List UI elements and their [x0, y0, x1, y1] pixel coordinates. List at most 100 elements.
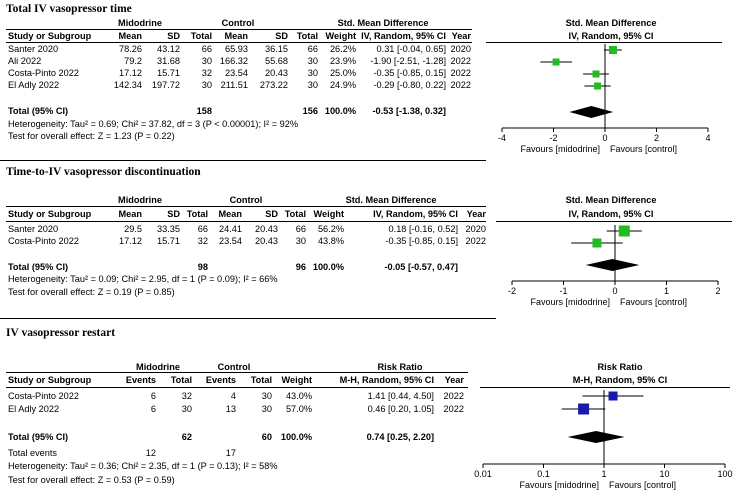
col-header-study: Study or Subgroup: [8, 209, 92, 219]
cell: 2022: [465, 236, 486, 246]
cell: 0.46 [0.20, 1.05]: [367, 404, 434, 414]
forest-plot-3: 0.01 0.1 1 10 100 Favours [midodrine] Favours …: [474, 390, 733, 490]
study-marker: [608, 391, 618, 401]
col-header-total: Total: [296, 31, 318, 41]
cell: 30: [261, 391, 272, 401]
cell: 23.9%: [329, 56, 356, 66]
x-tick-label: 2: [654, 133, 659, 143]
measure-header: Risk Ratio: [377, 362, 423, 372]
plot-method-header: M-H, Random, 95% CI: [572, 375, 668, 385]
study-name: Ali 2022: [8, 56, 42, 66]
x-tick-label: -4: [498, 133, 506, 143]
cell: 0.31 [-0.04, 0.65]: [376, 44, 446, 54]
plot-measure-header: Std. Mean Difference: [565, 195, 657, 205]
plot-measure-header: Risk Ratio: [597, 362, 643, 372]
x-tick-label: 4: [705, 133, 710, 143]
study-marker: [618, 225, 630, 237]
study-name: Costa-Pinto 2022: [8, 236, 79, 246]
cell: 66: [201, 44, 212, 54]
total-ci: -0.05 [-0.57, 0.47]: [384, 262, 458, 272]
cell: 2020: [465, 224, 486, 234]
cell: 79.2: [124, 56, 142, 66]
cell: 66: [307, 44, 318, 54]
favours-right-label: Favours [control]: [609, 480, 676, 490]
cell: 29.5: [124, 224, 142, 234]
col-header-weight: Weight: [281, 375, 312, 385]
favours-left-label: Favours [midodrine]: [530, 297, 610, 307]
total-ci: 0.74 [0.25, 2.20]: [366, 432, 434, 442]
cell: 43.0%: [285, 391, 312, 401]
cell: 166.32: [219, 56, 248, 66]
measure-header: Std. Mean Difference: [345, 195, 437, 205]
cell: 2022: [443, 404, 464, 414]
study-name: Costa-Pinto 2022: [8, 68, 79, 78]
study-marker: [608, 46, 617, 54]
favours-left-label: Favours [midodrine]: [519, 480, 599, 490]
study-marker: [578, 403, 590, 415]
col-header-mean: Mean: [224, 31, 249, 41]
cell: 33.35: [157, 224, 180, 234]
cell: 30: [307, 68, 318, 78]
study-marker: [552, 58, 560, 66]
group-header-control: Control: [217, 362, 251, 372]
cell: 20.43: [255, 224, 278, 234]
heterogeneity-text: Heterogeneity: Tau² = 0.69; Chi² = 37.82…: [8, 119, 299, 129]
plot-measure-header: Std. Mean Difference: [565, 18, 657, 28]
col-header-events: Events: [205, 375, 236, 385]
group-header-midodrine: Midodrine: [136, 362, 180, 372]
cell: 17.12: [119, 68, 142, 78]
total-n1: 98: [197, 262, 208, 272]
col-header-ci: IV, Random, 95% CI: [361, 31, 446, 41]
forest-plot-2: -2 -1 0 1 2 Favours [midodrine] Favours [contr…: [508, 225, 721, 307]
cell: 20.43: [265, 68, 288, 78]
cell: 6: [150, 404, 156, 414]
cell: 25.0%: [329, 68, 356, 78]
plot-method-header: IV, Random, 95% CI: [568, 209, 654, 219]
heterogeneity-text: Heterogeneity: Tau² = 0.09; Chi² = 2.95,…: [8, 274, 278, 284]
col-header-total: Total: [170, 375, 192, 385]
cell: 78.26: [119, 44, 142, 54]
col-header-total: Total: [250, 375, 272, 385]
cell: 43.8%: [317, 236, 344, 246]
col-header-study: Study or Subgroup: [8, 375, 92, 385]
section-title: IV vasopressor restart: [6, 327, 116, 339]
cell: 2020: [450, 44, 471, 54]
cell: 15.71: [157, 236, 180, 246]
cell: 4: [230, 391, 236, 401]
favours-left-label: Favours [midodrine]: [520, 144, 600, 154]
col-header-mean: Mean: [118, 209, 143, 219]
cell: 273.22: [259, 80, 288, 90]
cell: 2022: [450, 68, 471, 78]
total-weight: 100.0%: [280, 432, 312, 442]
col-header-ci: M-H, Random, 95% CI: [339, 375, 434, 385]
total-weight: 100.0%: [312, 262, 344, 272]
col-header-study: Study or Subgroup: [8, 31, 92, 41]
x-tick-label: 10: [659, 469, 669, 479]
cell: 13: [225, 404, 236, 414]
cell: -0.35 [-0.85, 0.15]: [385, 236, 458, 246]
total-n2: 60: [261, 432, 272, 442]
col-header-events: Events: [125, 375, 156, 385]
group-header-control: Control: [229, 195, 263, 205]
x-tick-label: 0.1: [537, 469, 550, 479]
total-n1: 158: [196, 106, 212, 116]
cell: 30: [181, 404, 192, 414]
cell: 6: [150, 391, 156, 401]
cell: 15.71: [157, 68, 180, 78]
pooled-diamond: [569, 106, 614, 118]
cell: 2022: [443, 391, 464, 401]
col-header-total: Total: [186, 209, 208, 219]
cell: 23.54: [219, 236, 242, 246]
study-marker: [594, 82, 602, 90]
measure-header: Std. Mean Difference: [337, 18, 429, 28]
cell: 2022: [450, 56, 471, 66]
pooled-diamond: [567, 431, 625, 443]
cell: 66: [295, 224, 306, 234]
cell: 36.15: [265, 44, 288, 54]
total-events-e2: 17: [225, 448, 236, 458]
x-tick-label: 0: [602, 133, 607, 143]
cell: 30: [307, 80, 318, 90]
col-header-year: Year: [466, 209, 486, 219]
col-header-sd: SD: [275, 31, 288, 41]
cell: 142.34: [113, 80, 142, 90]
